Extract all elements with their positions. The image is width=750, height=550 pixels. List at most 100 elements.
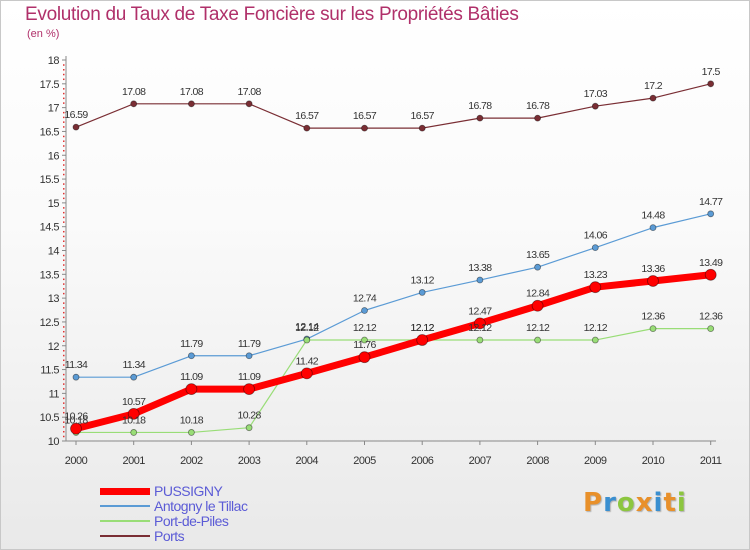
data-point-antogny-le-tillac bbox=[72, 373, 80, 381]
y-minor-tick bbox=[63, 240, 65, 242]
data-label-antogny-le-tillac: 14.77 bbox=[699, 196, 723, 208]
y-minor-tick bbox=[63, 378, 65, 381]
y-minor-tick bbox=[63, 354, 65, 357]
data-point-pussigny bbox=[243, 383, 256, 395]
data-label-pussigny: 12.47 bbox=[468, 305, 492, 317]
data-label-port-de-piles: 12.12 bbox=[411, 322, 435, 334]
x-tick-label: 2005 bbox=[353, 455, 376, 467]
y-minor-tick bbox=[63, 335, 65, 338]
x-tick-label: 2007 bbox=[469, 455, 492, 467]
y-minor-tick bbox=[63, 264, 65, 266]
chart-series bbox=[70, 80, 717, 436]
x-tick-label: 2002 bbox=[180, 455, 203, 467]
y-minor-tick bbox=[63, 159, 65, 162]
y-tick-label: 10.5 bbox=[40, 412, 60, 424]
y-minor-tick bbox=[63, 140, 65, 142]
data-label-ports: 17.08 bbox=[122, 86, 146, 98]
data-label-antogny-le-tillac: 13.12 bbox=[411, 274, 435, 286]
data-point-ports bbox=[418, 124, 426, 132]
y-minor-tick bbox=[63, 383, 65, 385]
logo-letter: r bbox=[603, 488, 617, 518]
y-minor-tick bbox=[63, 216, 65, 219]
y-tick-label: 11.5 bbox=[40, 365, 59, 377]
y-minor-tick bbox=[63, 397, 65, 400]
data-point-ports bbox=[534, 114, 541, 122]
data-label-pussigny: 13.36 bbox=[641, 263, 665, 275]
data-label-port-de-piles: 10.18 bbox=[64, 414, 88, 426]
series-line-port-de-piles bbox=[75, 328, 712, 434]
y-minor-tick bbox=[63, 235, 65, 238]
y-minor-tick bbox=[63, 283, 65, 285]
data-point-pussigny bbox=[300, 367, 313, 380]
legend-swatch bbox=[100, 535, 150, 537]
data-label-port-de-piles: 12.12 bbox=[526, 322, 550, 334]
y-minor-tick bbox=[63, 269, 65, 271]
y-minor-tick bbox=[63, 426, 65, 428]
data-label-pussigny: 11.42 bbox=[296, 355, 319, 367]
data-label-antogny-le-tillac: 14.48 bbox=[641, 210, 665, 222]
data-label-antogny-le-tillac: 11.79 bbox=[238, 338, 261, 350]
y-minor-tick bbox=[63, 116, 65, 119]
y-minor-tick bbox=[63, 388, 65, 390]
data-point-antogny-le-tillac bbox=[187, 352, 195, 360]
data-label-port-de-piles: 12.36 bbox=[699, 311, 723, 323]
y-minor-tick bbox=[63, 230, 65, 233]
logo-letter: o bbox=[616, 488, 636, 518]
legend-label: PUSSIGNY bbox=[154, 483, 223, 499]
data-point-ports bbox=[591, 102, 599, 110]
data-point-antogny-le-tillac bbox=[130, 373, 138, 381]
y-tick-label: 10 bbox=[48, 436, 60, 448]
data-label-pussigny: 11.76 bbox=[353, 339, 376, 351]
legend-label: Antogny le Tillac bbox=[154, 498, 248, 514]
y-minor-tick bbox=[63, 288, 65, 290]
data-point-port-de-piles bbox=[649, 325, 657, 333]
y-minor-tick bbox=[63, 221, 65, 223]
data-point-ports bbox=[245, 100, 253, 108]
chart-data-labels: 10.26 10.57 11.09 11.09 11.42 11.76 12.12 12.47… bbox=[64, 66, 723, 427]
series-line-pussigny bbox=[72, 271, 715, 433]
y-tick-label: 12.5 bbox=[40, 317, 60, 329]
data-label-ports: 16.57 bbox=[295, 110, 319, 122]
data-point-antogny-le-tillac bbox=[591, 244, 599, 252]
y-tick-label: 17 bbox=[48, 103, 60, 115]
data-point-port-de-piles bbox=[361, 336, 368, 344]
y-minor-tick bbox=[63, 359, 65, 362]
y-tick-label: 13 bbox=[48, 293, 60, 305]
data-label-antogny-le-tillac: 12.14 bbox=[295, 321, 319, 333]
data-label-ports: 17.5 bbox=[702, 66, 721, 78]
legend-swatch bbox=[100, 520, 150, 522]
y-minor-tick bbox=[63, 211, 65, 214]
data-label-pussigny: 13.23 bbox=[584, 269, 608, 281]
logo-letter: t bbox=[663, 488, 677, 518]
y-minor-tick bbox=[63, 316, 65, 319]
y-minor-tick bbox=[63, 69, 65, 71]
data-point-port-de-piles bbox=[187, 429, 195, 436]
x-tick-label: 2004 bbox=[296, 455, 319, 467]
y-minor-tick bbox=[63, 173, 65, 176]
y-minor-tick bbox=[63, 435, 65, 438]
data-label-antogny-le-tillac: 12.74 bbox=[353, 293, 377, 305]
legend-swatch bbox=[100, 487, 150, 495]
data-point-pussigny bbox=[127, 407, 140, 420]
y-minor-tick bbox=[63, 402, 65, 404]
x-tick-label: 2008 bbox=[526, 455, 549, 467]
unit-label: (en %) bbox=[27, 28, 60, 40]
data-point-pussigny bbox=[704, 268, 717, 281]
y-minor-tick bbox=[63, 350, 65, 352]
data-label-port-de-piles: 12.12 bbox=[584, 322, 608, 334]
data-point-port-de-piles bbox=[591, 336, 599, 344]
chart-axes: 10 10.5 11 11.5 12 12.5 13 13.5 14 14.5 15 15.5 16 16… bbox=[40, 55, 723, 467]
data-label-port-de-piles: 12.12 bbox=[468, 322, 492, 334]
y-minor-tick bbox=[63, 135, 65, 138]
data-label-ports: 16.78 bbox=[526, 100, 550, 112]
data-point-pussigny bbox=[358, 351, 371, 364]
y-minor-tick bbox=[63, 121, 65, 123]
y-tick-label: 12 bbox=[48, 341, 60, 353]
data-point-pussigny bbox=[185, 383, 198, 395]
x-tick-label: 2010 bbox=[642, 455, 665, 467]
data-label-port-de-piles: 12.36 bbox=[641, 311, 665, 323]
data-point-ports bbox=[361, 124, 368, 132]
y-minor-tick bbox=[63, 259, 65, 262]
y-minor-tick bbox=[63, 88, 65, 90]
